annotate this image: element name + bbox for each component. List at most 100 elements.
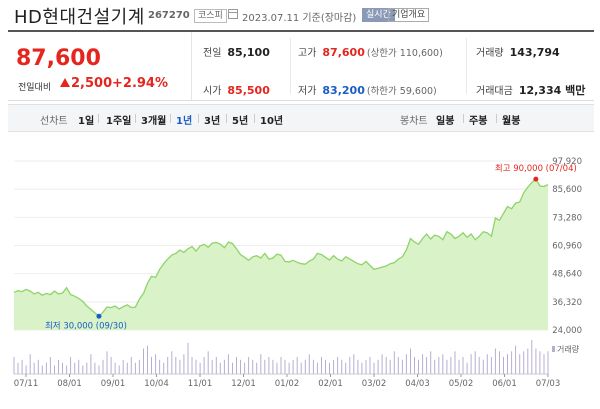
price-area [14, 179, 548, 330]
realtime-button[interactable]: 실시간 [362, 8, 395, 22]
volume-legend: 거래량 [557, 344, 580, 354]
x-tick-label: 11/01 [188, 379, 213, 389]
max-point-marker [533, 176, 539, 182]
volume-bar [70, 357, 72, 374]
volume-bar [466, 362, 468, 374]
divider [226, 114, 227, 123]
volume-bar [219, 362, 221, 374]
volume-bar [284, 359, 286, 374]
period-1w[interactable]: 1주일 [106, 116, 132, 127]
change-label: 전일대비 [18, 83, 52, 93]
volume-bar [155, 354, 157, 374]
volume-bar [13, 357, 15, 374]
amount-value: 12,334 백만 [518, 84, 586, 97]
candle-weekly[interactable]: 주봉 [469, 116, 488, 127]
period-3y[interactable]: 3년 [204, 116, 221, 127]
divider [98, 114, 99, 123]
volume-bar [329, 362, 330, 374]
price-chart-svg[interactable]: 97,920 85,600 73,280 60,960 48,640 36,320 24,0… [0, 150, 600, 405]
volume-bar [300, 362, 302, 374]
candle-chart-label: 봉차트 [400, 116, 428, 127]
period-3m[interactable]: 3개월 [141, 116, 167, 127]
volume-bar [171, 351, 173, 374]
company-info-button[interactable]: 기업개요 [388, 8, 430, 22]
divider [170, 114, 171, 123]
volume-bar [82, 365, 84, 374]
volume-bar [240, 359, 241, 374]
volume-bar [410, 348, 411, 374]
upper-limit: (상한가 110,600) [366, 48, 443, 59]
divider [496, 114, 497, 123]
y-tick-label: 48,640 [552, 270, 582, 280]
volume-bar [147, 345, 148, 374]
candle-monthly[interactable]: 월봉 [502, 116, 521, 127]
volume-bar [511, 351, 513, 374]
volume-bar [256, 362, 258, 374]
amount-label: 거래대금 [476, 86, 513, 97]
y-tick-label: 73,280 [552, 213, 582, 223]
volume-bar [244, 362, 246, 374]
volume-bar [539, 351, 541, 374]
volume-bar [377, 359, 379, 374]
volume-bar [450, 357, 452, 374]
volume-bar [33, 362, 35, 374]
period-5y[interactable]: 5년 [232, 116, 249, 127]
volume-bar [474, 351, 476, 374]
volume-bar [543, 354, 545, 374]
x-tick-label: 03/02 [362, 379, 387, 389]
volume-bar [98, 365, 100, 374]
volume-bar [385, 357, 387, 374]
volume-bar [175, 357, 177, 374]
volume-bar [321, 357, 322, 374]
y-tick-label: 85,600 [552, 185, 582, 195]
volume-bar [353, 354, 355, 374]
volume-bar [434, 359, 436, 374]
volume-bar [187, 342, 189, 374]
period-1d[interactable]: 1일 [78, 116, 95, 127]
x-tick-label: 12/01 [231, 379, 256, 389]
volume-bar [430, 351, 432, 374]
volume-bar [191, 357, 193, 374]
volume-bar [268, 357, 270, 374]
volume-bar [503, 357, 504, 374]
volume-bar [126, 362, 128, 374]
price-chart[interactable]: 97,920 85,600 73,280 60,960 48,640 36,320 24,0… [0, 150, 600, 405]
volume-bar [211, 359, 213, 374]
y-tick-label: 60,960 [552, 242, 582, 252]
change-percent: +2.94% [112, 76, 168, 91]
volume-bar [143, 348, 144, 374]
volume-bar [499, 351, 500, 374]
max-annotation: 최고 90,000 (07/04) [495, 163, 577, 174]
volume-bar [29, 354, 31, 374]
x-tick-label: 10/04 [144, 379, 169, 389]
change-value: 2,500 [60, 76, 112, 91]
x-tick-label: 08/01 [57, 379, 82, 389]
volume-bar [102, 359, 104, 374]
volume-bar [78, 359, 80, 374]
volume-bar [519, 354, 521, 374]
period-10y[interactable]: 10년 [260, 116, 284, 127]
volume-bar [260, 354, 262, 374]
volume-bar [438, 357, 440, 374]
volume-bar [21, 359, 23, 374]
volume-bar [272, 359, 274, 374]
candle-daily[interactable]: 일봉 [436, 116, 455, 127]
min-annotation: 최저 30,000 (09/30) [45, 320, 127, 331]
volume-cell: 거래량 143,794 [476, 44, 560, 59]
volume-bar [426, 357, 428, 374]
period-1y[interactable]: 1년 [176, 116, 193, 127]
volume-value: 143,794 [509, 46, 560, 59]
volume-bar [507, 354, 508, 374]
volume-bar [134, 362, 136, 374]
prev-close-cell: 전일 85,100 [203, 44, 270, 59]
open-value: 85,500 [227, 84, 270, 97]
volume-bar [159, 359, 161, 374]
current-price: 87,600 [16, 46, 101, 71]
volume-bar [341, 359, 343, 374]
volume-bar [494, 348, 496, 374]
volume-bar [442, 354, 444, 374]
up-arrow-icon [60, 78, 70, 87]
volume-bar [422, 354, 424, 374]
lower-limit: (하한가 59,600) [366, 86, 437, 97]
volume-bar [316, 362, 318, 374]
